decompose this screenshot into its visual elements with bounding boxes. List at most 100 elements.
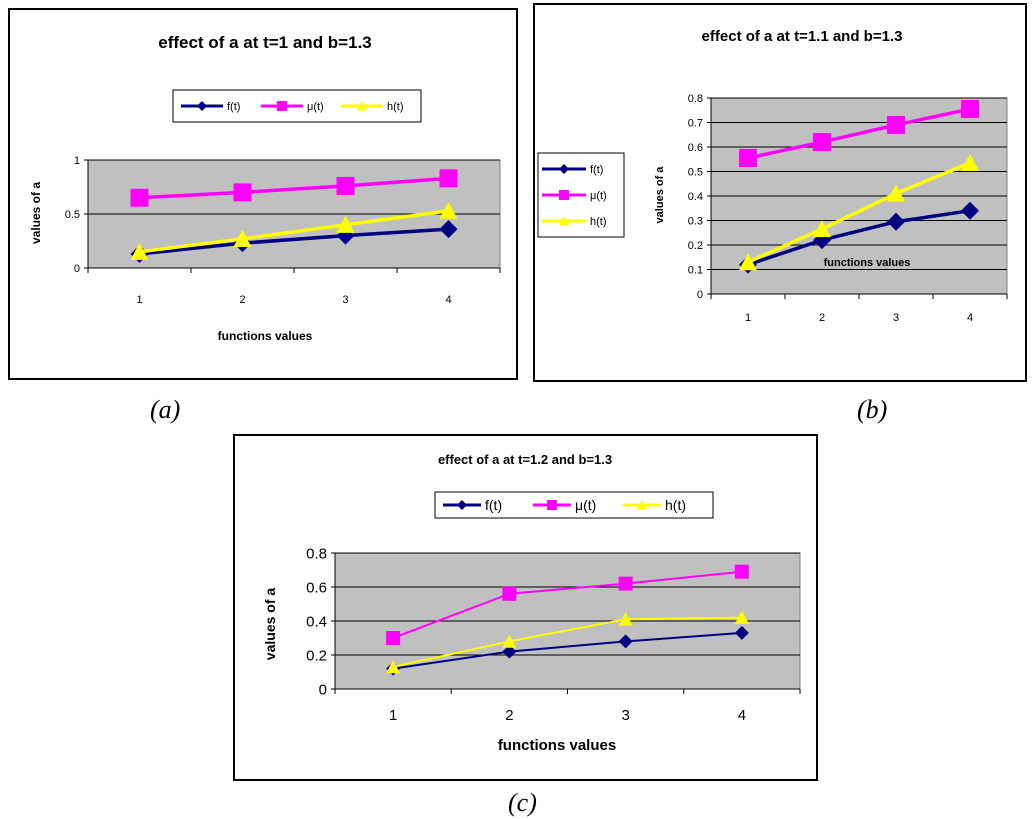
- chart-c-y-tick-label: 0.8: [306, 545, 327, 562]
- chart-c: 0 0.2 0.4 0.6 0.8 1 2 3 4 effect of a at t=1.2 an…: [233, 434, 818, 781]
- chart-c-x-tick-label: 4: [738, 707, 746, 724]
- chart-c-y-tick-label: 0.2: [306, 647, 327, 664]
- chart-b-legend-h-marker: [559, 216, 569, 226]
- chart-c-series-f-line: [392, 631, 742, 670]
- chart-b-y-tick-label: 0.8: [688, 93, 703, 105]
- chart-c-series-mu-point: [734, 564, 749, 579]
- chart-b-series-mu-point: [813, 133, 831, 152]
- chart-c-series-mu-point: [502, 586, 517, 601]
- chart-a-series-mu-point: [439, 169, 458, 188]
- chart-a: 0 0.5 1 1 2 3 4 effect of a at t=1 and b=1.3 fun…: [8, 8, 518, 380]
- chart-a-y-axis-label: values of a: [29, 182, 43, 244]
- chart-b-x-tick-label: 2: [819, 312, 825, 324]
- caption-c: (c): [508, 788, 537, 817]
- chart-c-y-tick-label: 0: [319, 681, 327, 698]
- chart-b-y-tick-label: 0.5: [688, 166, 703, 178]
- chart-b-series-f-line: [747, 208, 971, 267]
- chart-b-series-mu-point: [961, 100, 979, 119]
- caption-b: (b): [857, 395, 888, 424]
- chart-c-y-axis-label: values of a: [262, 588, 278, 661]
- chart-b-series-h-point: [887, 184, 905, 202]
- chart-b-legend-mu-marker: [559, 190, 569, 200]
- chart-c-x-tick-label: 3: [621, 707, 629, 724]
- chart-b-series-h-line: [747, 161, 971, 264]
- chart-a-y-tick-label: 1: [74, 155, 80, 167]
- chart-c-legend-h-marker: [637, 500, 647, 510]
- chart-b-series-f-point: [961, 201, 979, 220]
- chart-b-legend-f-label: f(t): [590, 164, 603, 176]
- chart-c-series-mu-point: [618, 576, 633, 591]
- chart-a-legend-mu-label: μ(t): [307, 101, 324, 113]
- chart-a-legend-f-label: f(t): [227, 101, 240, 113]
- chart-a-series-h-point: [439, 201, 458, 219]
- chart-c-legend-h-label: h(t): [665, 497, 686, 513]
- chart-a-x-tick-label: 2: [239, 294, 245, 306]
- chart-b: 0 0.1 0.2 0.3 0.4 0.5 0.6 0.7 0.8 1 2 3 4 effect of a…: [533, 3, 1027, 382]
- chart-b-series-mu-point: [739, 149, 757, 168]
- chart-c-series-h-point: [618, 612, 633, 626]
- chart-b-y-tick-label: 0.3: [688, 215, 703, 227]
- chart-c-series-f-point: [734, 625, 749, 640]
- chart-a-series-mu-point: [130, 188, 149, 207]
- chart-b-x-tick-label: 3: [893, 312, 899, 324]
- caption-a: (a): [150, 395, 181, 424]
- chart-c-x-tick-label: 2: [505, 707, 513, 724]
- chart-a-x-axis-label: functions values: [218, 329, 313, 343]
- chart-b-y-axis-label: values of a: [654, 166, 666, 224]
- chart-b-series-f-point: [887, 212, 905, 231]
- chart-b-legend-h-label: h(t): [590, 216, 607, 228]
- chart-a-y-tick-label: 0: [74, 263, 80, 275]
- chart-a-series-h-line: [139, 209, 449, 254]
- chart-c-series-mu-line: [392, 570, 742, 639]
- chart-b-y-tick-label: 0.4: [688, 191, 703, 203]
- chart-b-x-tick-label: 4: [967, 312, 973, 324]
- chart-a-legend-h-marker: [357, 101, 367, 111]
- chart-c-series-f-point: [618, 634, 633, 649]
- chart-c-series-h-point: [734, 610, 749, 624]
- chart-b-legend-f-marker: [559, 164, 569, 174]
- chart-c-legend-f-marker: [457, 500, 467, 510]
- chart-c-y-tick-label: 0.4: [306, 613, 327, 630]
- chart-c-series-h-point: [502, 634, 517, 648]
- chart-c-y-tick-label: 0.6: [306, 579, 327, 596]
- chart-c-series-mu-point: [386, 631, 401, 645]
- chart-c-x-tick-label: 1: [389, 707, 397, 724]
- chart-c-series-f-point: [502, 644, 517, 659]
- chart-b-y-tick-label: 0.7: [688, 117, 703, 129]
- chart-a-series-f-line: [139, 227, 449, 256]
- chart-b-legend-mu-label: μ(t): [590, 190, 607, 202]
- chart-c-x-axis-label: functions values: [498, 737, 616, 754]
- chart-b-y-tick-label: 0.6: [688, 142, 703, 154]
- chart-a-series-h-point: [130, 242, 149, 260]
- chart-b-x-tick-label: 1: [745, 312, 751, 324]
- chart-a-series-h-point: [233, 229, 252, 247]
- chart-c-series-h-point: [386, 659, 401, 674]
- chart-b-x-axis-label: functions values: [824, 257, 911, 269]
- chart-c-legend: [434, 491, 714, 519]
- chart-a-legend-mu-marker: [277, 101, 287, 111]
- chart-a-title: effect of a at t=1 and b=1.3: [158, 33, 372, 52]
- chart-a-series-f-point: [439, 220, 458, 239]
- chart-c-series-h-line: [392, 616, 742, 668]
- chart-c-svg: 0 0.2 0.4 0.6 0.8 1 2 3 4 effect of a at t=1.2 an…: [262, 452, 801, 754]
- chart-a-legend-f-marker: [197, 101, 207, 111]
- chart-b-y-tick-label: 0.1: [688, 264, 703, 276]
- chart-a-x-tick-label: 4: [445, 294, 451, 306]
- chart-a-series-mu-point: [336, 176, 355, 195]
- chart-c-legend-f-label: f(t): [485, 497, 502, 513]
- chart-a-y-tick-label: 0.5: [65, 209, 80, 221]
- chart-b-y-tick-label: 0.2: [688, 240, 703, 252]
- chart-a-x-tick-label: 3: [342, 294, 348, 306]
- chart-b-y-tick-label: 0: [697, 289, 703, 301]
- chart-a-legend-h-label: h(t): [387, 101, 404, 113]
- chart-b-series-h-point: [813, 220, 831, 238]
- chart-b-svg: 0 0.1 0.2 0.3 0.4 0.5 0.6 0.7 0.8 1 2 3 4 effect of a…: [537, 28, 1008, 324]
- chart-c-legend-mu-marker: [547, 500, 557, 510]
- chart-b-title: effect of a at t=1.1 and b=1.3: [702, 28, 903, 45]
- chart-b-series-mu-line: [747, 107, 971, 160]
- chart-b-series-h-point: [739, 253, 757, 271]
- chart-c-title: effect of a at t=1.2 and b=1.3: [438, 452, 612, 467]
- chart-a-series-h-point: [336, 215, 355, 233]
- chart-a-series-mu-line: [139, 176, 449, 200]
- chart-a-x-tick-label: 1: [136, 294, 142, 306]
